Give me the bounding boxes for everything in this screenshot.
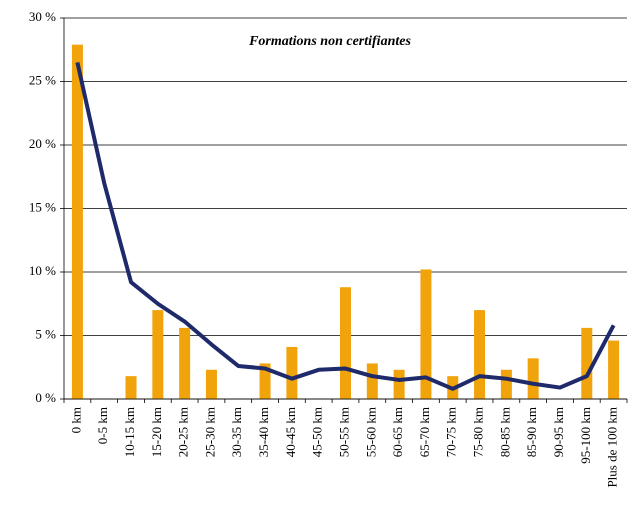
y-tick-label: 10 % <box>29 263 56 278</box>
y-tick-label: 25 % <box>29 72 56 87</box>
x-tick-label: 0-5 km <box>95 407 110 444</box>
x-tick-label: 40-45 km <box>283 407 298 457</box>
y-tick-label: 20 % <box>29 136 56 151</box>
x-tick-label: 85-90 km <box>524 407 539 457</box>
bar <box>340 287 351 399</box>
x-tick-label: 10-15 km <box>122 407 137 457</box>
bar <box>71 44 83 400</box>
y-tick-label: 15 % <box>29 199 56 214</box>
x-tick-label: 45-50 km <box>310 407 325 457</box>
x-tick-label: 55-60 km <box>363 407 378 457</box>
y-tick-label: 30 % <box>29 9 56 24</box>
x-tick-label: 65-70 km <box>417 407 432 457</box>
x-tick-label: 15-20 km <box>149 407 164 457</box>
x-tick-label: 75-80 km <box>471 407 486 457</box>
chart-title: Formations non certifiantes <box>248 34 411 49</box>
x-tick-label: 80-85 km <box>497 407 512 457</box>
bar <box>205 369 217 399</box>
bar <box>420 269 432 399</box>
bar <box>527 358 539 399</box>
x-tick-label: 20-25 km <box>176 407 191 457</box>
y-tick-label: 5 % <box>35 326 56 341</box>
line <box>75 62 616 391</box>
bar <box>393 369 405 399</box>
x-tick-label: 30-35 km <box>229 407 244 457</box>
bar <box>474 310 486 399</box>
bar <box>259 363 271 399</box>
x-tick-label: 70-75 km <box>444 407 459 457</box>
bar <box>366 363 378 399</box>
bar <box>152 310 164 399</box>
x-tick-label: 25-30 km <box>202 407 217 457</box>
x-tick-label: 35-40 km <box>256 407 271 457</box>
bar <box>125 376 137 399</box>
y-tick-label: 0 % <box>35 390 56 405</box>
bar <box>581 327 593 399</box>
bar <box>500 369 512 399</box>
x-tick-label: 60-65 km <box>390 407 405 457</box>
x-tick-label: Plus de 100 km <box>605 407 620 488</box>
x-tick-label: 0 km <box>68 407 83 433</box>
x-tick-label: 90-95 km <box>551 407 566 457</box>
x-tick-label: 50-55 km <box>336 407 351 457</box>
bar <box>608 340 620 399</box>
bar <box>286 346 298 399</box>
x-tick-label: 95-100 km <box>578 407 593 464</box>
bar <box>179 327 191 399</box>
